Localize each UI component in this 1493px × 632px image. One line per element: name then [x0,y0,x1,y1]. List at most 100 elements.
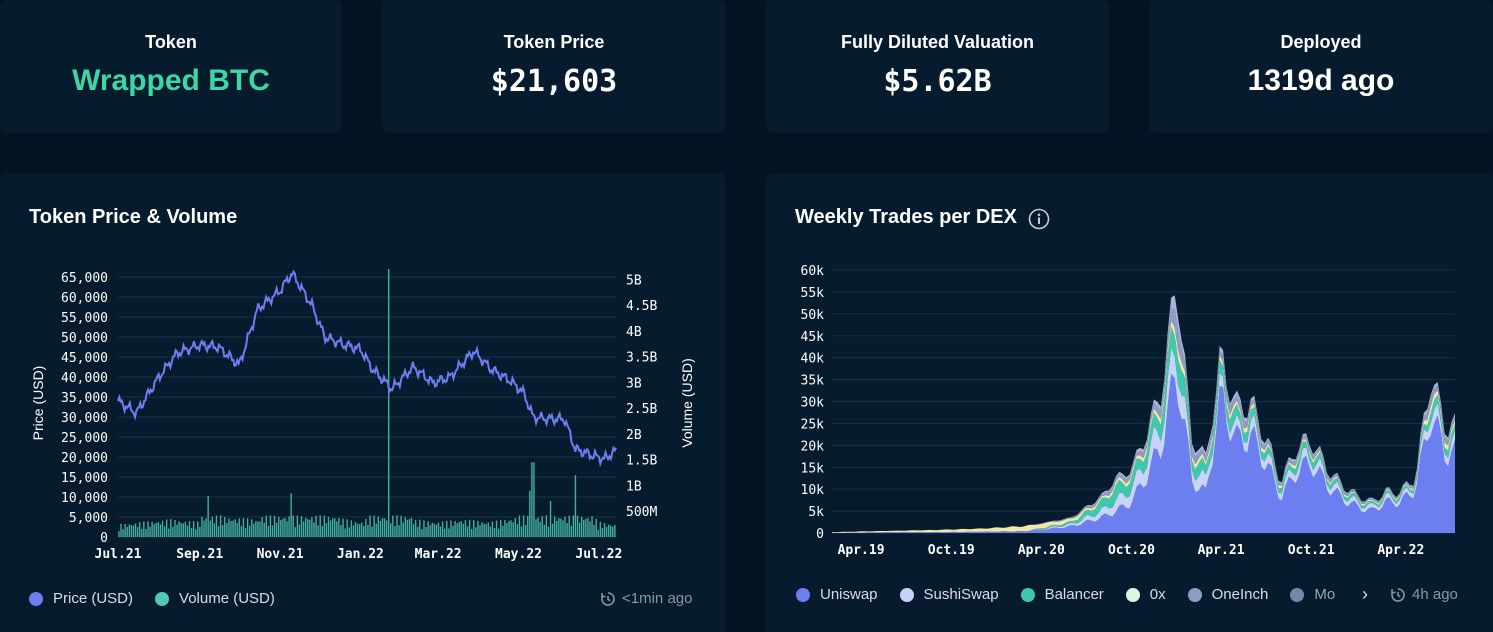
y-tick-label: 25,000 [61,431,108,446]
volume-bar [500,519,502,537]
volume-bar [300,516,303,537]
volume-bar [184,521,187,537]
y-tick-label: 15,000 [61,471,108,486]
volume-bar [462,523,465,537]
stat-title: Token [145,32,197,52]
volume-bar [224,516,226,537]
volume-bar [603,522,606,537]
volume-bar [601,528,604,537]
x-tick-label: Oct.21 [1288,543,1335,558]
volume-bar [448,528,450,537]
token-name[interactable]: Wrapped BTC [72,64,270,97]
volume-bar [138,522,141,537]
volume-bar [583,519,585,537]
y-tick-label: 40,000 [61,371,108,386]
volume-bar [524,524,527,537]
volume-bar [346,519,348,537]
stat-card-deployed: Deployed 1319d ago [1149,0,1493,133]
volume-bar [466,526,469,537]
info-icon[interactable] [1028,208,1050,230]
volume-bar [122,529,124,537]
y-tick-label: 5k [808,505,824,520]
volume-bar [153,524,155,537]
volume-bar [311,517,313,537]
volume-bar [230,520,232,537]
weekly-trades-panel: Weekly Trades per DEX 0 5k 10k 15k 20k 25k 30k… [766,173,1493,632]
y-tick-label: 50k [801,308,825,323]
volume-bar [535,519,537,537]
y-tick-label: 15k [801,461,825,476]
volume-bar [317,525,319,537]
volume-bar [529,490,531,537]
volume-bar [251,519,253,537]
volume-bar [458,522,460,537]
stat-card-price: Token Price $21,603 [382,0,726,133]
weekly-trades-chart[interactable]: 0 5k 10k 15k 20k 25k 30k 35k 40k 45k 50k 55k 60k Apr.… [766,173,1493,632]
volume-bar [390,523,392,537]
volume-bar [367,524,369,537]
legend-item-0x[interactable]: 0x [1125,586,1166,603]
volume-bar [481,522,483,537]
volume-bar [381,518,384,537]
volume-bar [294,527,297,537]
volume-bar [383,518,386,537]
volume-bar [255,521,257,537]
volume-bar [495,520,498,537]
y-tick-label: 60k [801,264,825,279]
volume-bar [549,500,552,537]
volume-bar [412,524,415,537]
volume-bar [257,521,259,537]
x-tick-label: Apr.19 [838,543,885,558]
volume-bar [512,522,514,537]
legend-item-oneinch[interactable]: OneInch [1187,586,1268,603]
legend-label: 0x [1149,586,1166,603]
volume-bar [151,521,153,537]
legend-item-volume[interactable]: Volume (USD) [155,590,275,607]
y2-tick-label: 1B [626,479,642,494]
volume-bar [290,493,292,537]
volume-bar [556,520,558,537]
price-volume-chart[interactable]: 0 5,000 10,000 15,000 20,000 25,000 30,000 35,0… [0,173,726,632]
legend-dot [1020,587,1035,602]
volume-bar [477,520,479,537]
volume-bar [497,528,500,537]
volume-bar [190,528,193,537]
volume-bar [147,521,149,537]
volume-bar [288,516,290,537]
volume-bar [165,519,168,537]
y2-tick-label: 5B [626,273,642,288]
legend-item-sushiswap[interactable]: SushiSwap [899,586,999,603]
volume-bar [275,522,278,537]
volume-bar [136,527,139,537]
volume-bar [371,526,373,537]
volume-bar [201,516,203,537]
volume-bar [284,517,286,537]
volume-bar [373,515,375,537]
volume-bar [271,525,274,537]
y-tick-label: 40k [801,352,825,367]
volume-bar [562,520,564,537]
legend-item-balancer[interactable]: Balancer [1020,586,1104,603]
volume-bar [431,522,433,537]
volume-bar [522,515,525,537]
x-tick-label: Mar.22 [415,547,462,562]
legend-dot [29,591,43,606]
legend-item-price[interactable]: Price (USD) [29,590,133,607]
legend-item-uniswap[interactable]: Uniswap [796,586,878,603]
y2-tick-label: 4.5B [626,299,657,314]
legend-item-mo[interactable]: Mo [1290,586,1335,603]
volume-bar [199,526,201,537]
y-tick-label: 35k [801,374,825,389]
volume-bar [338,517,340,537]
volume-bar [329,520,332,537]
x-tick-label: May.22 [495,547,542,562]
volume-bar [574,475,577,537]
legend-next-chevron-icon[interactable]: › [1362,584,1368,604]
volume-bar [464,520,467,537]
volume-bar [342,518,344,537]
volume-bar [396,515,398,537]
y-tick-label: 65,000 [61,271,108,286]
volume-bar [564,516,566,537]
volume-bar [444,528,446,537]
y2-axis-title: Volume (USD) [679,358,695,447]
